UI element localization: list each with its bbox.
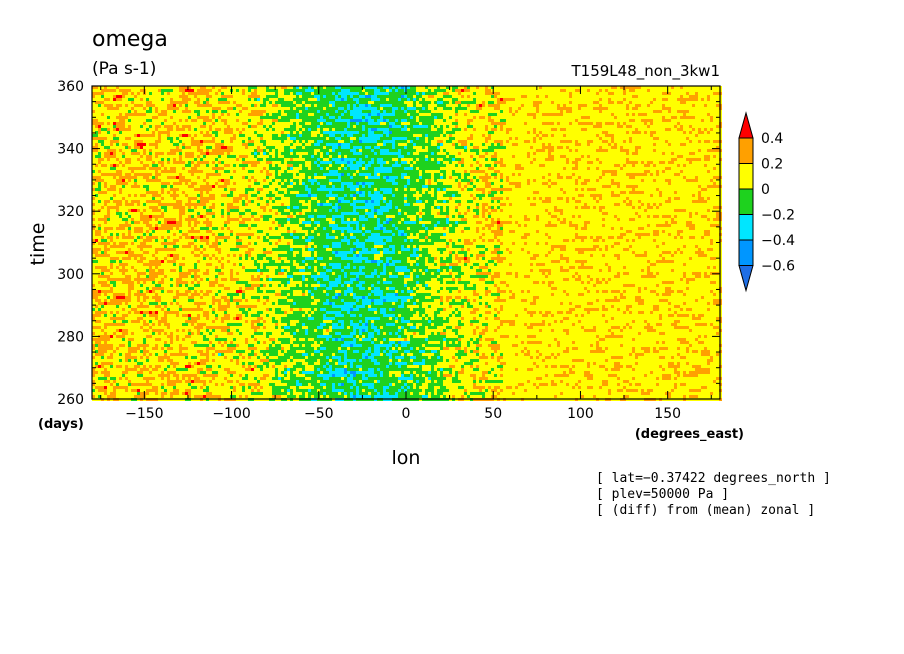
colorbar-swatch	[738, 188, 754, 215]
field-cells	[92, 86, 722, 401]
y-tick-label: 320	[57, 204, 84, 220]
colorbar-label: −0.4	[761, 233, 795, 249]
y-axis-label: time	[27, 223, 49, 266]
x-tick-label: −50	[304, 406, 334, 422]
y-tick-label: 260	[57, 392, 84, 408]
y-tick-label: 360	[57, 79, 84, 95]
chart-title: omega	[92, 27, 168, 52]
colorbar-label: 0.2	[761, 157, 783, 173]
y-axis: 260 280 300 320 340 360	[57, 79, 720, 408]
x-tick-label: −150	[125, 406, 163, 422]
x-tick-label: 100	[567, 406, 594, 422]
colorbar-extend-low	[738, 265, 754, 293]
run-name: T159L48_non_3kw1	[571, 62, 720, 81]
chart-units: (Pa s-1)	[92, 59, 156, 79]
x-tick-label: 150	[654, 406, 681, 422]
colorbar-swatch	[738, 137, 754, 164]
y-tick-label: 280	[57, 329, 84, 345]
colorbar: 0.4 0.2 0 −0.2 −0.4 −0.6	[738, 111, 795, 293]
x-axis-units: (degrees_east)	[635, 427, 744, 442]
x-tick-label: −100	[212, 406, 250, 422]
note-latitude: [ lat=−0.37422 degrees_north ]	[596, 471, 831, 486]
x-tick-label: 50	[484, 406, 502, 422]
x-axis: −150 −100 −50 0 50 100 150	[100, 86, 712, 422]
y-tick-label: 300	[57, 267, 84, 283]
colorbar-swatch	[738, 163, 754, 190]
colorbar-label: 0.4	[761, 131, 783, 147]
note-diff: [ (diff) from (mean) zonal ]	[596, 503, 815, 518]
colorbar-label: 0	[761, 182, 770, 198]
colorbar-label: −0.2	[761, 208, 795, 224]
colorbar-swatch	[738, 214, 754, 241]
x-axis-label: lon	[392, 447, 421, 469]
x-tick-label: 0	[402, 406, 411, 422]
colorbar-label: −0.6	[761, 259, 795, 275]
y-axis-units: (days)	[38, 417, 84, 432]
colorbar-extend-high	[738, 111, 754, 139]
note-pressure-level: [ plev=50000 Pa ]	[596, 487, 729, 502]
y-tick-label: 340	[57, 142, 84, 158]
colorbar-swatch	[738, 239, 754, 266]
